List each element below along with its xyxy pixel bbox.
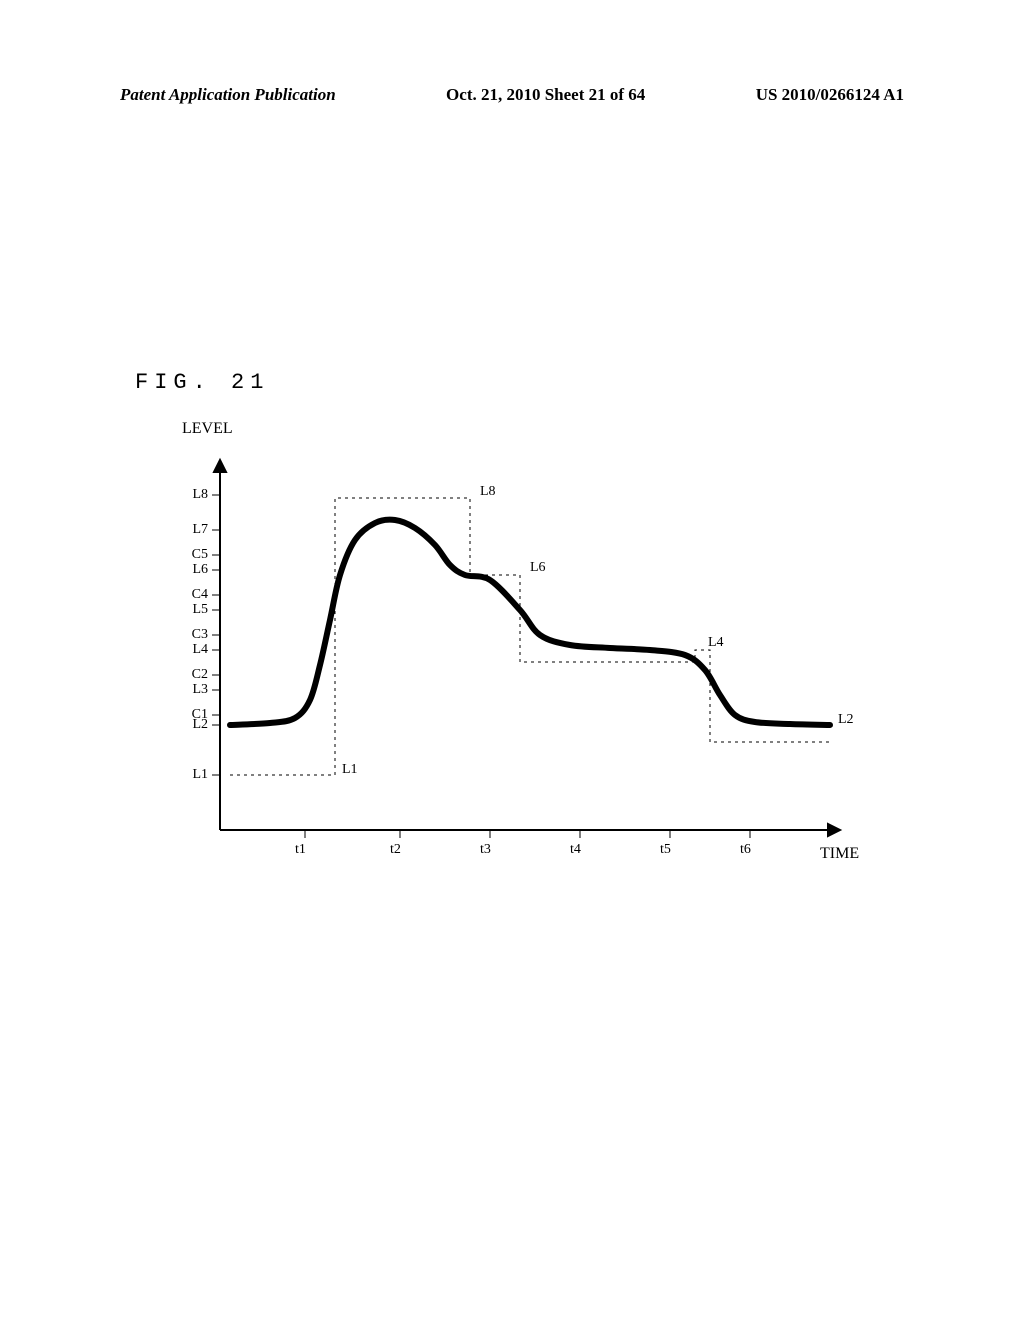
inline-label: L4	[708, 635, 724, 651]
y-tick-label: L3	[168, 682, 208, 698]
inline-label: L8	[480, 484, 496, 500]
y-tick-label: C4	[168, 587, 208, 603]
y-tick-label: L5	[168, 602, 208, 618]
x-tick-label: t1	[295, 842, 306, 858]
header-center: Oct. 21, 2010 Sheet 21 of 64	[446, 85, 645, 105]
y-tick-label: C5	[168, 547, 208, 563]
x-tick-label: t5	[660, 842, 671, 858]
inline-label: L1	[342, 762, 358, 778]
chart-svg	[140, 420, 880, 880]
x-axis-label: TIME	[820, 845, 859, 863]
y-tick-label: C2	[168, 667, 208, 683]
inline-label: L2	[838, 712, 854, 728]
header-right: US 2010/0266124 A1	[756, 85, 904, 105]
x-tick-label: t3	[480, 842, 491, 858]
chart: LEVEL L8L7C5L6C4L5C3L4C2L3C1L2L1 t1t2t3t…	[140, 420, 880, 880]
x-tick-label: t2	[390, 842, 401, 858]
figure-label: FIG. 21	[135, 370, 269, 395]
inline-label: L6	[530, 560, 546, 576]
y-tick-label: L2	[168, 717, 208, 733]
y-tick-label: C3	[168, 627, 208, 643]
x-tick-label: t6	[740, 842, 751, 858]
y-tick-label: L8	[168, 487, 208, 503]
x-tick-label: t4	[570, 842, 581, 858]
header-left: Patent Application Publication	[120, 85, 336, 105]
page-header: Patent Application Publication Oct. 21, …	[0, 85, 1024, 105]
y-tick-label: L7	[168, 522, 208, 538]
y-tick-label: L1	[168, 767, 208, 783]
y-tick-label: L4	[168, 642, 208, 658]
y-tick-label: L6	[168, 562, 208, 578]
